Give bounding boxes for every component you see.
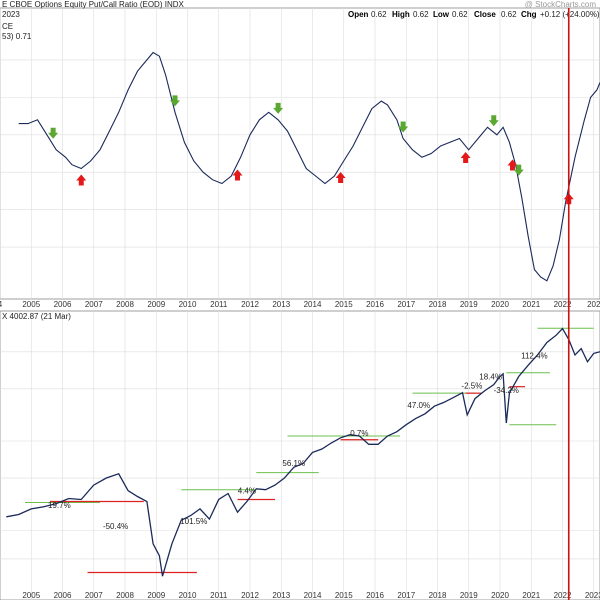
down-arrow-icon [170, 95, 180, 107]
down-arrow-icon [273, 102, 284, 114]
top-x-tick: 2011 [210, 300, 228, 309]
chg-value: +0.12 (+24.00%) [540, 10, 600, 19]
top-x-tick: 2018 [429, 300, 447, 309]
pct-label: 0.7% [350, 429, 368, 438]
top-x-tick: 2017 [397, 300, 415, 309]
top-grid [0, 8, 600, 299]
bottom-x-tick: 2010 [179, 591, 197, 600]
bottom-x-tick: 2014 [304, 591, 322, 600]
spx-line [6, 327, 600, 577]
top-x-tick: 2005 [22, 300, 40, 309]
down-arrow-icon [488, 115, 499, 127]
watermark: @ StockCharts.com [525, 0, 597, 9]
down-arrow-icon [48, 127, 59, 139]
bottom-x-tick: 2022 [554, 591, 572, 600]
up-arrow-icon [507, 159, 518, 171]
putcall-markers [48, 95, 574, 205]
top-x-tick: 2012 [241, 300, 259, 309]
top-x-tick: 2015 [335, 300, 353, 309]
pct-label: 101.5% [180, 517, 207, 526]
pct-label: 4.4% [238, 487, 256, 496]
up-arrow-icon [232, 169, 243, 181]
down-arrow-icon [513, 164, 524, 176]
pct-label: 112.4% [521, 351, 548, 360]
top-date: 2023 [2, 10, 20, 19]
bottom-x-tick: 2016 [366, 591, 384, 600]
top-x-axis: 4 2005 2006 2007 2008 2009 2010 2011 2012 2013 201… [0, 300, 600, 309]
chg-label: Chg [521, 10, 537, 19]
bottom-x-tick: 2017 [397, 591, 415, 600]
bottom-x-tick: 2018 [429, 591, 447, 600]
low-label: Low [433, 10, 450, 19]
bottom-x-tick: 2023 [585, 591, 600, 600]
ohlc-readout: Open 0.62 High 0.62 Low 0.62 Close 0.62 … [348, 10, 600, 19]
pct-label: 18.4% [479, 372, 502, 381]
top-x-tick: 2016 [366, 300, 384, 309]
pct-label: 47.0% [407, 401, 430, 410]
bottom-x-tick: 2006 [54, 591, 72, 600]
level-lines [25, 327, 594, 574]
top-x-tick: 2021 [522, 300, 540, 309]
up-arrow-icon [76, 174, 87, 186]
putcall-series [18, 51, 600, 282]
bottom-x-tick: 2013 [272, 591, 290, 600]
pct-label: -34.2% [494, 386, 519, 395]
up-arrow-icon [335, 171, 346, 183]
top-x-tick: 2010 [179, 300, 197, 309]
close-value: 0.62 [501, 10, 517, 19]
top-x-tick: 2020 [491, 300, 509, 309]
pct-label: 56.1% [282, 459, 305, 468]
pct-label: -50.4% [103, 522, 128, 531]
bottom-x-tick: 2015 [335, 591, 353, 600]
bottom-panel-frame [0, 310, 600, 600]
spx-series [6, 327, 600, 577]
top-x-tick: 2008 [116, 300, 134, 309]
top-title: E CBOE Options Equity Put/Call Ratio (EO… [2, 0, 185, 9]
top-sub2: 53) 0.71 [2, 32, 32, 41]
top-sub1: CE [2, 22, 13, 31]
top-panel: E CBOE Options Equity Put/Call Ratio (EO… [0, 0, 600, 309]
bottom-x-tick: 2019 [460, 591, 478, 600]
top-x-tick: 2009 [147, 300, 165, 309]
bottom-x-tick: 2021 [522, 591, 540, 600]
bottom-x-tick: 2005 [22, 591, 40, 600]
down-arrow-icon [398, 121, 409, 133]
high-label: High [392, 10, 410, 19]
close-label: Close [474, 10, 496, 19]
top-x-tick: 2007 [85, 300, 103, 309]
pct-annotations: 19.7% -50.4% 101.5% 4.4% 56.1% 0.7% 47.0% -2.5%… [48, 351, 548, 531]
bottom-label: X 4002.87 (21 Mar) [2, 312, 71, 321]
top-x-tick: 2006 [54, 300, 72, 309]
bottom-x-axis: 2005 2006 2007 2008 2009 2010 2011 2012 2013 2014… [22, 591, 600, 600]
top-x-tick: 2022 [554, 300, 572, 309]
putcall-line [18, 51, 600, 282]
low-value: 0.62 [452, 10, 468, 19]
bottom-x-tick: 2007 [85, 591, 103, 600]
bottom-x-tick: 2012 [241, 591, 259, 600]
bottom-x-tick: 2020 [491, 591, 509, 600]
top-x-tick: 2013 [272, 300, 290, 309]
top-x-tick: 202 [587, 300, 600, 309]
bottom-x-tick: 2008 [116, 591, 134, 600]
open-value: 0.62 [371, 10, 387, 19]
top-x-tick: 2019 [460, 300, 478, 309]
bottom-x-tick: 2011 [210, 591, 228, 600]
top-panel-frame [0, 7, 600, 300]
top-x-tick: 2014 [304, 300, 322, 309]
pct-label: 19.7% [48, 501, 71, 510]
top-x-tick: 4 [0, 300, 3, 309]
bottom-x-tick: 2009 [147, 591, 165, 600]
high-value: 0.62 [413, 10, 429, 19]
pct-label: -2.5% [461, 381, 482, 390]
bottom-grid [0, 311, 600, 600]
bottom-panel: X 4002.87 (21 Mar) 19.7% -50.4% 101.5% 4.4%… [0, 310, 600, 600]
up-arrow-icon [460, 152, 471, 164]
open-label: Open [348, 10, 369, 19]
